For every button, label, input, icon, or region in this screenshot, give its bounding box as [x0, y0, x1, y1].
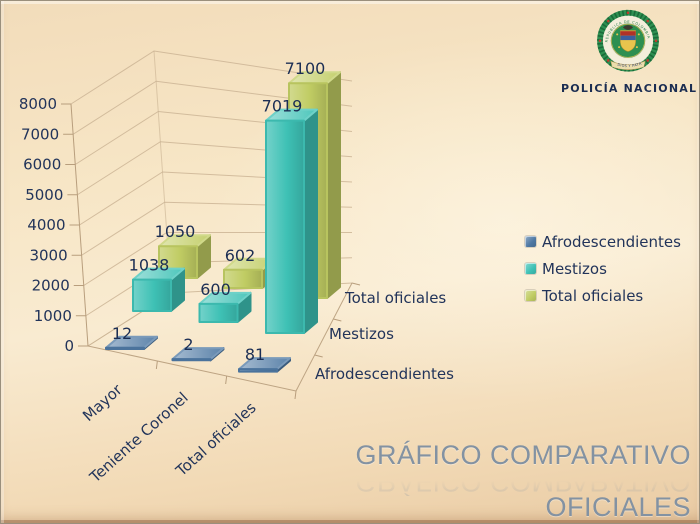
title-line-2-wrap: OFICIALES OFICIALES: [271, 492, 691, 523]
bar-side-face: [303, 108, 318, 334]
legend-label: Total oficiales: [542, 286, 644, 305]
police-logo: REPUBLICA DE COLOMBIA POLICIA · NACIONAL…: [561, 7, 698, 95]
bar-front-face: [132, 278, 172, 312]
category-axis-label: Total oficiales: [172, 398, 260, 480]
category-axis-tick: [155, 360, 158, 370]
bar-value-label: 600: [200, 280, 231, 299]
title-line-1: GRÁFICO COMPARATIVO: [355, 440, 691, 470]
slide-title: GRÁFICO COMPARATIVO GRÁFICO COMPARATIVO …: [271, 440, 691, 523]
bar-Afrodescendientes-Total oficiales: [238, 357, 291, 373]
depth-axis-label: Total oficiales: [344, 289, 446, 307]
bar-front-face: [198, 302, 239, 323]
legend-swatch: [525, 290, 536, 301]
floor-right-edge: [295, 282, 353, 392]
value-axis-label: 1000: [34, 307, 72, 325]
bar-front-face: [223, 268, 263, 289]
value-axis-label: 8000: [19, 95, 57, 113]
value-axis-label: 2000: [32, 277, 70, 295]
title-line-1-wrap: GRÁFICO COMPARATIVO GRÁFICO COMPARATIVO: [271, 440, 691, 497]
category-axis-label: Mayor: [79, 380, 126, 425]
floor-front-edge: [87, 345, 297, 392]
value-axis-label: 4000: [27, 216, 65, 234]
value-axis-label: 0: [64, 337, 74, 355]
bar-Mestizos-Mayor: [132, 267, 185, 312]
bar-value-label: 81: [245, 345, 265, 364]
value-axis-label: 6000: [23, 156, 61, 174]
bar-value-label: 1050: [155, 222, 196, 241]
policia-nacional-emblem-icon: REPUBLICA DE COLOMBIA POLICIA · NACIONAL…: [593, 7, 659, 72]
depth-axis-tick: [314, 354, 323, 358]
bar-value-label: 7100: [285, 59, 326, 78]
depth-axis-label: Afrodescendientes: [315, 365, 454, 383]
bar-front-face: [171, 358, 212, 362]
value-axis-label: 3000: [29, 246, 67, 264]
bar-Afrodescendientes-Mayor: [105, 335, 158, 350]
chart-legend: Afrodescendientes Mestizos Total oficiales: [525, 228, 681, 309]
bar-front-face: [265, 119, 305, 334]
bar-value-label: 2: [183, 335, 193, 354]
bar-value-label: 12: [112, 324, 132, 343]
legend-label: Mestizos: [542, 259, 607, 278]
legend-item: Afrodescendientes: [525, 228, 681, 255]
bar-Mestizos-Total oficiales: [265, 108, 318, 334]
legend-swatch: [525, 263, 536, 274]
emblem-coat-of-arms: [616, 25, 640, 52]
value-axis-label: 5000: [25, 186, 63, 204]
bar-value-label: 1038: [129, 256, 170, 275]
depth-axis-label: Mestizos: [329, 325, 394, 343]
depth-axis-tick: [333, 318, 342, 322]
bar-value-label: 7019: [262, 97, 303, 116]
logo-caption: POLICÍA NACIONAL: [561, 82, 698, 95]
legend-swatch: [525, 236, 536, 247]
title-line-2-reflection: OFICIALES: [271, 519, 691, 523]
bar-top-face: [171, 347, 225, 361]
bar-front-face: [105, 346, 145, 350]
depth-axis-tick: [351, 282, 361, 286]
emblem-ribbon: [610, 60, 646, 70]
bar-Mestizos-Teniente Coronel: [198, 291, 252, 323]
legend-item: Mestizos: [525, 255, 681, 282]
condor-icon: [622, 25, 634, 30]
title-line-2: OFICIALES: [545, 492, 691, 522]
value-axis-label: 7000: [21, 125, 59, 143]
legend-item: Total oficiales: [525, 282, 681, 309]
category-axis-tick: [294, 390, 297, 400]
bar-front-face: [238, 368, 278, 373]
bar-Afrodescendientes-Teniente Coronel: [171, 347, 225, 362]
bar-value-label: 602: [225, 246, 256, 265]
bar-side-face: [326, 71, 341, 299]
category-axis-tick: [225, 375, 228, 385]
legend-label: Afrodescendientes: [542, 232, 681, 251]
